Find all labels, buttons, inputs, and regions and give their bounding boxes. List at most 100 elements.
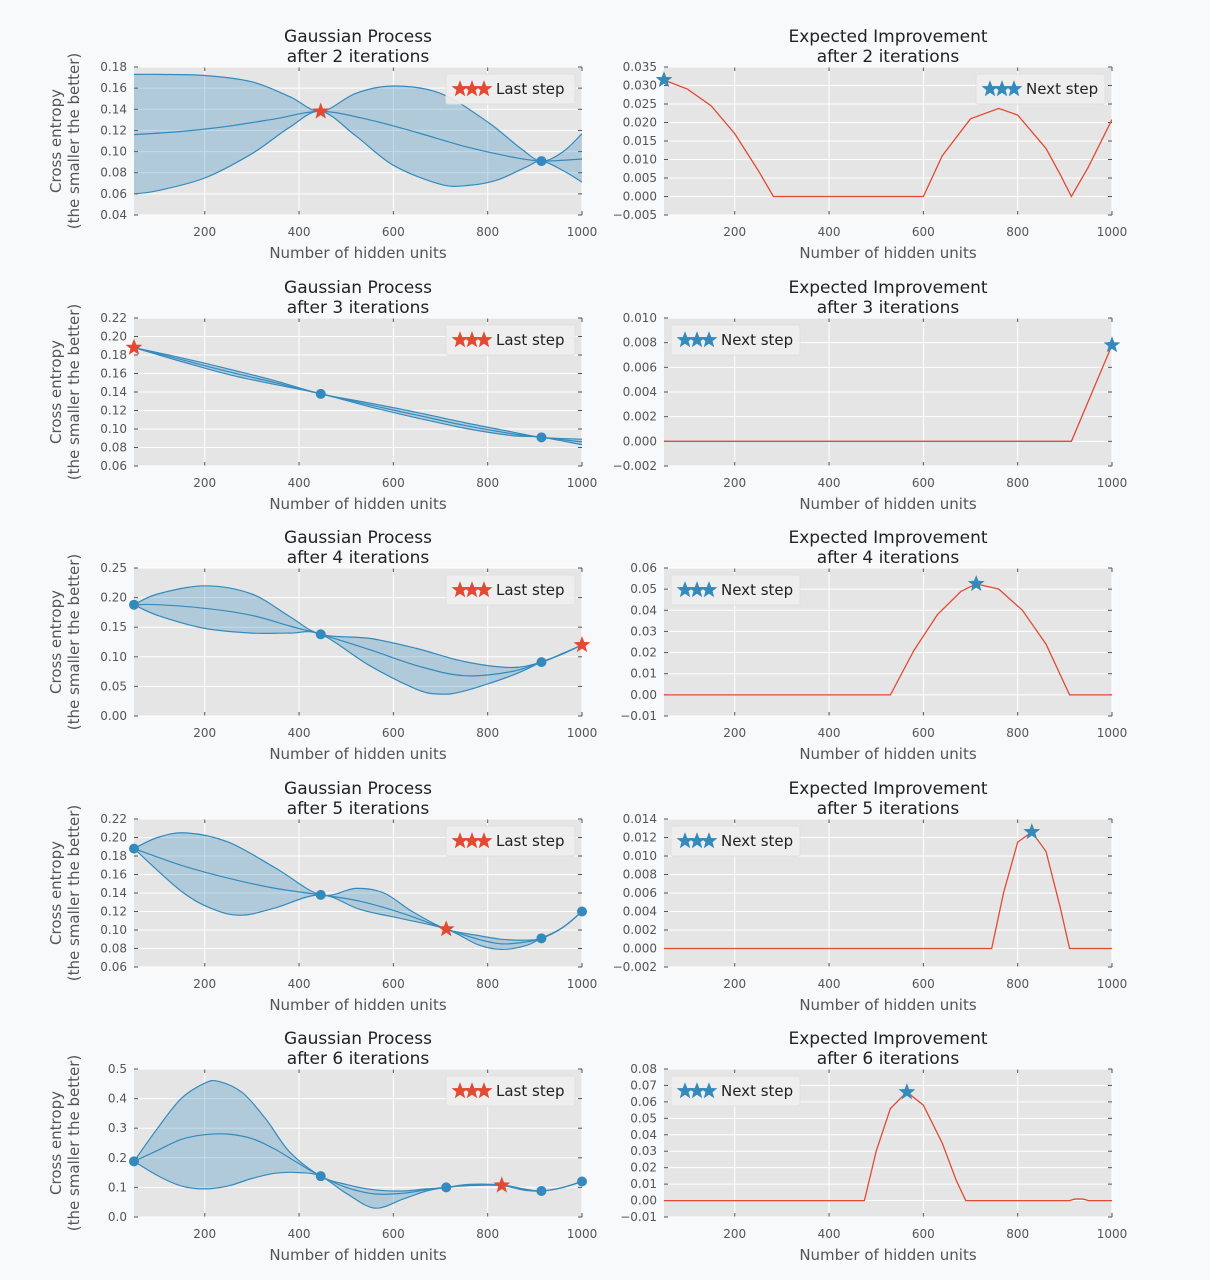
y-tick-label: 0.01 [630,667,657,681]
x-tick-label: 800 [1006,1227,1029,1241]
x-axis-label: Number of hidden units [799,244,977,262]
ei-panel: 200 400 600 800 1000 −0.01 0.00 0.01 0.02 0.03 0.0… [620,1029,1127,1264]
observation-point [315,1171,326,1182]
x-tick-label: 200 [193,977,216,991]
plot-content [664,1091,1112,1202]
y-tick-label: 0.25 [100,561,127,575]
y-tick-label: 0.16 [100,868,127,882]
y-tick-label: 0.030 [623,79,657,93]
observation-point [315,388,326,399]
chart-subtitle: after 2 iterations [817,47,960,67]
y-tick-label: 0.04 [630,603,657,617]
y-tick-label: 0.12 [100,123,127,137]
legend-star-icon [1005,80,1023,97]
x-tick-label: 200 [723,225,746,239]
y-tick-label: 0.4 [108,1092,127,1106]
y-tick-label: 0.03 [630,1144,657,1158]
x-tick-label: 400 [288,476,311,490]
legend: Next step [670,324,801,356]
x-tick-label: 1000 [1097,726,1128,740]
y-tick-label: 0.05 [100,679,127,693]
plot-content [134,347,582,446]
y-tick-label: 0.22 [100,812,127,826]
y-tick-label: 0.01 [630,1177,657,1191]
x-tick-label: 1000 [567,476,598,490]
x-tick-label: 1000 [567,1227,598,1241]
legend-label: Last step [496,80,564,98]
observation-point [441,1182,452,1193]
legend-label: Next step [721,331,793,349]
legend-label: Last step [496,832,564,850]
x-tick-label: 600 [382,1227,405,1241]
x-tick-label: 400 [818,1227,841,1241]
x-tick-label: 200 [723,977,746,991]
x-tick-label: 400 [818,476,841,490]
observation-point [315,889,326,900]
y-tick-label: 0.004 [623,905,657,919]
confidence-band [134,585,582,695]
y-tick-label: 0.02 [630,1161,657,1175]
x-tick-label: 1000 [567,977,598,991]
y-tick-label: 0.015 [623,134,657,148]
ei-line [664,1091,1112,1202]
chart-subtitle: after 2 iterations [287,47,430,67]
legend-star-icon [475,331,493,348]
y-tick-label: 0.12 [100,905,127,919]
y-tick-label: 0.12 [100,404,127,418]
ei-panel: 200 400 600 800 1000 −0.005 0.000 0.005 0.010 0.0… [613,27,1128,262]
y-tick-label: 0.010 [623,849,657,863]
y-tick-label: 0.03 [630,624,657,638]
legend-box [445,324,576,356]
chart-subtitle: after 5 iterations [287,799,430,819]
legend-label: Next step [721,832,793,850]
y-tick-label: 0.005 [623,171,657,185]
x-tick-label: 400 [288,977,311,991]
y-tick-label: 0.06 [630,561,657,575]
legend: Last step [445,825,576,857]
legend-box [670,324,801,356]
x-tick-label: 400 [818,977,841,991]
y-tick-label: −0.01 [620,1210,657,1224]
legend: Last step [445,73,576,105]
x-tick-label: 800 [476,1227,499,1241]
y-tick-label: 0.22 [100,311,127,325]
legend: Last step [445,324,576,356]
y-tick-label: 0.18 [100,60,127,74]
plot-content [664,79,1112,198]
legend-star-icon [700,331,718,348]
next-step-marker [655,71,673,88]
y-tick-label: 0.14 [100,102,127,116]
x-axis-label: Number of hidden units [269,1246,447,1264]
legend-star-icon [475,80,493,97]
chart-title: Gaussian Process [284,1029,432,1049]
legend-label: Last step [496,581,564,599]
x-tick-label: 400 [288,225,311,239]
y-axis-label: (the smaller the better) [65,1055,83,1232]
next-step-marker [898,1083,916,1100]
y-tick-label: 0.05 [630,1111,657,1125]
x-tick-label: 600 [382,726,405,740]
legend-star-icon [475,832,493,849]
y-tick-label: 0.008 [623,868,657,882]
legend: Next step [670,1075,801,1107]
x-tick-label: 400 [818,726,841,740]
x-axis-label: Number of hidden units [799,745,977,763]
y-tick-label: 0.00 [630,1194,657,1208]
mean-line [134,1133,582,1195]
x-axis-label: Number of hidden units [269,996,447,1014]
x-tick-label: 200 [723,726,746,740]
observation-point [536,432,547,443]
legend-box [445,825,576,857]
last-step-marker [312,102,330,119]
y-tick-label: 0.05 [630,582,657,596]
y-tick-label: 0.000 [623,942,657,956]
x-tick-label: 200 [723,476,746,490]
y-tick-label: 0.20 [100,330,127,344]
y-tick-label: 0.02 [630,646,657,660]
y-tick-label: 0.04 [630,1128,657,1142]
y-tick-label: 0.006 [623,360,657,374]
y-axis-label: Cross entropy [47,1091,65,1195]
x-tick-label: 200 [193,225,216,239]
y-tick-label: 0.10 [100,422,127,436]
